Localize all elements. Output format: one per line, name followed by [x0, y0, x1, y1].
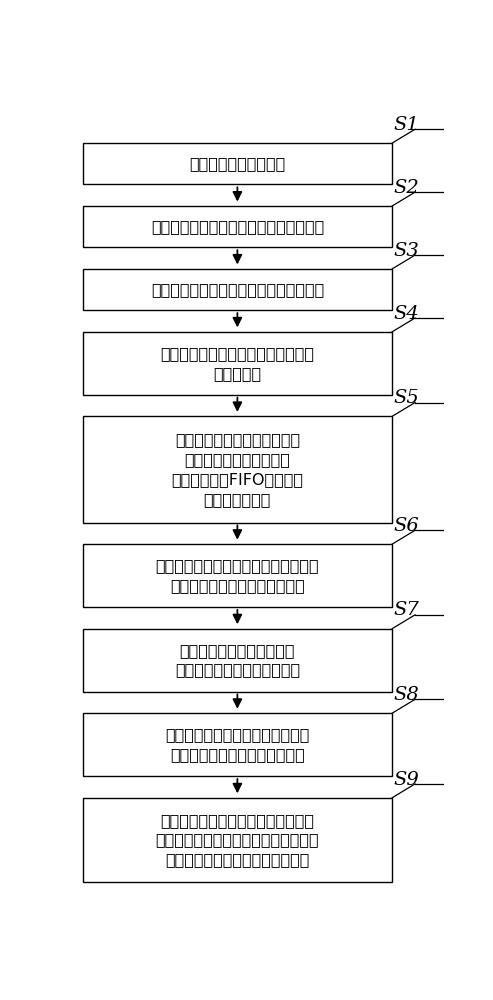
Text: 每种体制数据组合成一路，
以电信号形式传输给光纤模块: 每种体制数据组合成一路， 以电信号形式传输给光纤模块	[175, 643, 300, 678]
Text: 系统上电复位与初始化: 系统上电复位与初始化	[189, 156, 285, 171]
Bar	[83, 798, 392, 882]
Bar	[83, 206, 392, 247]
Text: S3: S3	[394, 242, 420, 260]
Text: S8: S8	[394, 686, 420, 704]
Bar	[83, 416, 392, 523]
Text: S1: S1	[394, 116, 420, 134]
Text: 根据设备型号判断选择传输输入的波束数: 根据设备型号判断选择传输输入的波束数	[151, 282, 324, 297]
Text: S6: S6	[394, 517, 420, 535]
Bar	[83, 269, 392, 310]
Text: 同一体制同一频点多波束数据
通过多路光纤接口输入，
经多路选择、FIFO缓存后，
组合成一路输出: 同一体制同一频点多波束数据 通过多路光纤接口输入， 经多路选择、FIFO缓存后，…	[172, 432, 303, 507]
Text: S4: S4	[394, 305, 420, 323]
Bar	[83, 143, 392, 184]
Bar	[83, 629, 392, 692]
Bar	[83, 544, 392, 607]
Text: S5: S5	[394, 389, 420, 407]
Text: 电信号通过光模块转换成光信号，
通过光纤传输给数据处理服务器: 电信号通过光模块转换成光信号， 通过光纤传输给数据处理服务器	[165, 727, 310, 762]
Text: 具体型号各个体制各频点数字多波束形成: 具体型号各个体制各频点数字多波束形成	[151, 219, 324, 234]
Text: S9: S9	[394, 771, 420, 789]
Bar	[83, 332, 392, 395]
Text: 数据处理服务器中的光纤接收卡接收
光纤信号并作光电转换，服务器再对电
信号进行数据解析、识别与处理。: 数据处理服务器中的光纤接收卡接收 光纤信号并作光电转换，服务器再对电 信号进行数…	[156, 813, 319, 867]
Text: S7: S7	[394, 601, 420, 619]
Text: S2: S2	[394, 179, 420, 197]
Text: 相同体制各频点数据分别通过各自光纤
接口输入，组合成一路数据输出: 相同体制各频点数据分别通过各自光纤 接口输入，组合成一路数据输出	[156, 558, 319, 593]
Text: 各个体制各频点各波束信号脉冲检测
和参数测量: 各个体制各频点各波束信号脉冲检测 和参数测量	[160, 346, 315, 381]
Bar	[83, 713, 392, 776]
